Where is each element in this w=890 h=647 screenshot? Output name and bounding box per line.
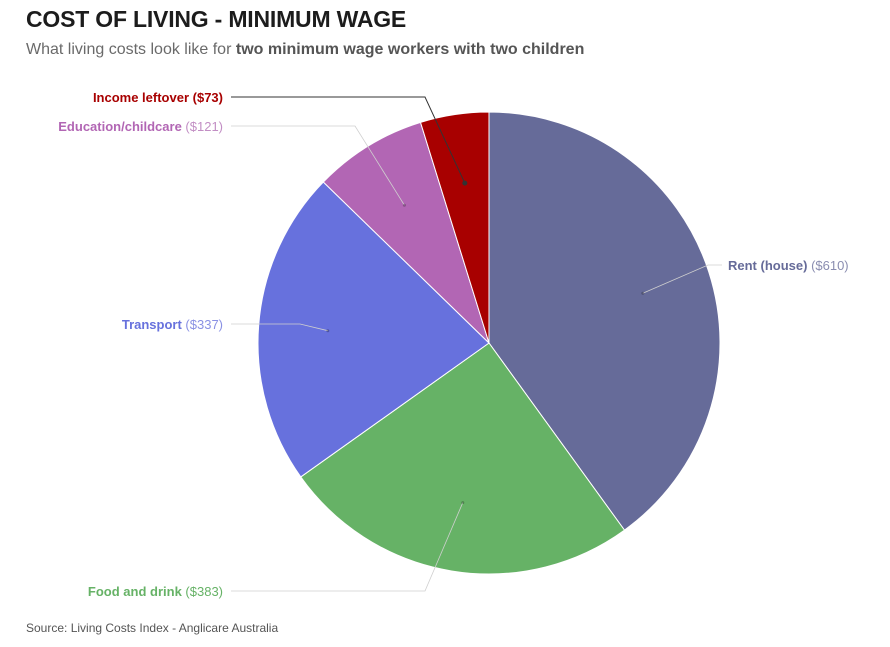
pie-slices (257, 111, 721, 575)
chart-source: Source: Living Costs Index - Anglicare A… (26, 621, 279, 635)
pie-slice-income-leftover[interactable] (419, 111, 490, 344)
leader-dot-education-childcare (402, 203, 406, 207)
subtitle-text: What living costs look like for (26, 41, 236, 58)
leader-line-food-and-drink (231, 502, 464, 592)
slice-label-value: ($383) (185, 584, 223, 599)
slice-label-name: Rent (house) (728, 258, 811, 273)
leader-line-income-leftover (231, 96, 466, 184)
slice-labels: Rent (house) ($610) Food and drink ($383)… (58, 90, 848, 599)
slice-label-value: ($337) (185, 317, 223, 332)
leader-line-education-childcare (231, 125, 405, 206)
slice-label-education-childcare: Education/childcare ($121) (58, 119, 223, 134)
slice-label-name: Food and drink (88, 584, 186, 599)
slice-label-name: Transport (122, 317, 186, 332)
leader-dot-income-leftover (462, 180, 468, 186)
leader-lines (231, 96, 722, 592)
slice-label-income-leftover: Income leftover ($73) (93, 90, 223, 105)
leader-line-transport (231, 323, 328, 332)
leader-dot-rent-house (641, 291, 645, 295)
leader-dot-food-and-drink (461, 501, 465, 505)
pie-slice-transport[interactable] (257, 181, 490, 478)
pie-slice-rent-house[interactable] (488, 111, 721, 531)
slice-label-transport: Transport ($337) (122, 317, 223, 332)
slice-label-name: Income leftover (93, 90, 193, 105)
slice-label-food-and-drink: Food and drink ($383) (88, 584, 223, 599)
slice-label-value: ($121) (185, 119, 223, 134)
slice-label-value: ($610) (811, 258, 849, 273)
leader-dot-transport (326, 329, 330, 333)
slice-label-rent-house: Rent (house) ($610) (728, 258, 849, 273)
slice-label-name: Education/childcare (58, 119, 185, 134)
leader-line-rent-house (642, 264, 722, 294)
pie-slice-food-and-drink[interactable] (300, 342, 626, 575)
chart-subtitle: What living costs look like for two mini… (26, 41, 584, 59)
pie-slice-education-childcare[interactable] (322, 121, 490, 344)
subtitle-emphasis: two minimum wage workers with two childr… (235, 41, 585, 58)
chart-title: COST OF LIVING - MINIMUM WAGE (26, 6, 407, 32)
slice-label-value: ($73) (193, 90, 223, 105)
